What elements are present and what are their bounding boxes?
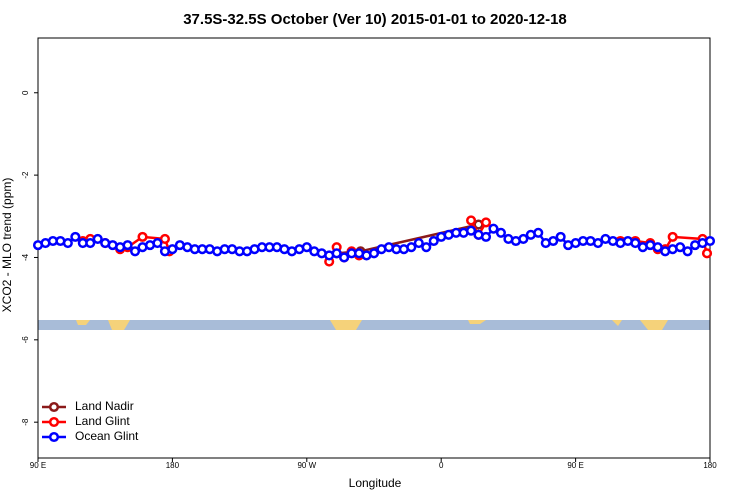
x-tick-label: 90 E — [30, 461, 46, 470]
data-point — [488, 223, 499, 234]
data-point — [652, 242, 663, 253]
data-point — [413, 238, 424, 249]
x-axis-label: Longitude — [349, 476, 402, 490]
legend-label: Land Nadir — [75, 399, 134, 413]
data-point — [167, 244, 178, 255]
data-point — [406, 242, 417, 253]
map-strip — [38, 320, 710, 330]
data-point — [518, 233, 529, 244]
data-point — [137, 231, 148, 242]
x-tick-label: 0 — [439, 461, 444, 470]
data-point — [495, 227, 506, 238]
y-tick-label: -2 — [21, 171, 30, 179]
data-point — [592, 238, 604, 249]
y-axis-label: XCO2 - MLO trend (ppm) — [0, 178, 14, 313]
data-point — [152, 238, 163, 249]
data-point — [339, 252, 350, 263]
y-tick-label: -4 — [21, 253, 30, 261]
data-point — [62, 238, 73, 249]
data-point — [675, 242, 686, 253]
data-point — [701, 248, 713, 259]
y-tick-label: -8 — [21, 418, 30, 426]
series — [32, 223, 716, 263]
data-point — [301, 242, 312, 253]
y-tick-label: -6 — [21, 336, 30, 344]
data-point — [159, 233, 170, 244]
legend-label: Ocean Glint — [75, 429, 139, 443]
data-point — [70, 231, 81, 242]
data-point — [630, 238, 641, 249]
x-tick-label: 90 W — [297, 461, 316, 470]
data-point — [85, 238, 96, 249]
data-point — [704, 235, 716, 247]
data-point — [331, 248, 342, 259]
data-point — [682, 246, 693, 257]
data-point — [533, 227, 544, 238]
data-point — [130, 246, 141, 257]
data-point — [421, 242, 432, 253]
data-point — [92, 233, 103, 244]
legend-marker — [48, 401, 60, 413]
legend-marker — [48, 431, 60, 443]
data-point — [466, 215, 477, 226]
x-tick-label: 180 — [166, 461, 180, 470]
y-tick-label: 0 — [21, 90, 30, 95]
data-point — [667, 231, 678, 242]
x-tick-label: 90 E — [567, 461, 583, 470]
data-point — [122, 240, 133, 251]
data-point — [368, 248, 380, 259]
data-point — [480, 231, 492, 242]
data-point — [548, 235, 559, 247]
x-tick-label: 180 — [703, 461, 717, 470]
data-point — [428, 235, 439, 247]
data-point — [466, 225, 477, 236]
legend-marker — [48, 416, 60, 428]
data-point — [480, 217, 492, 228]
legend-label: Land Glint — [75, 414, 130, 428]
chart-title: 37.5S-32.5S October (Ver 10) 2015-01-01 … — [183, 11, 567, 28]
data-point — [555, 231, 566, 242]
